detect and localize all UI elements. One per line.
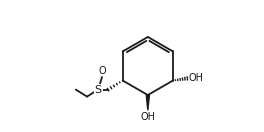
Polygon shape (146, 95, 149, 110)
Text: O: O (99, 66, 106, 76)
Text: S: S (95, 85, 102, 95)
Text: OH: OH (140, 112, 155, 122)
Text: OH: OH (188, 73, 203, 83)
